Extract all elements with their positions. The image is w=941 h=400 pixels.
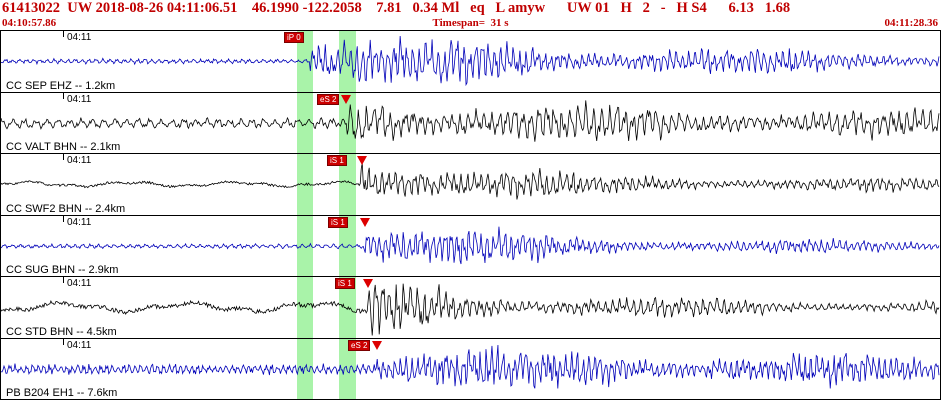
station-label: CC STD BHN -- 4.5km	[6, 325, 117, 338]
trace-area: 04:11 CC SEP EHZ -- 1.2km iP 0 04:11 CC VALT…	[0, 30, 941, 400]
pick-flag[interactable]: iS 1	[327, 155, 347, 166]
pick-flag[interactable]: iS 1	[328, 216, 348, 228]
pick-flag[interactable]: eS 2	[317, 93, 340, 105]
seismogram-waveform[interactable]	[1, 154, 940, 215]
seismogram-waveform[interactable]	[1, 339, 940, 400]
time-label: 04:11	[67, 216, 92, 228]
trace-panel: 04:11 CC STD BHN -- 4.5km iS 1	[1, 277, 940, 339]
timespan-label: Timespan= 31 s	[432, 17, 509, 29]
station-label: PB B204 EH1 -- 7.6km	[6, 387, 118, 399]
station-label: CC SEP EHZ -- 1.2km	[6, 79, 116, 92]
time-label: 04:11	[67, 93, 92, 105]
time-label: 04:11	[67, 278, 92, 289]
minute-tick	[63, 338, 64, 345]
pick-marker-icon[interactable]	[360, 217, 370, 227]
pick-flag[interactable]: eS 2	[348, 339, 371, 351]
minute-tick	[63, 277, 64, 283]
station-label: CC VALT BHN -- 2.1km	[6, 141, 121, 153]
time-label: 04:11	[67, 155, 92, 166]
time-label: 04:11	[67, 32, 92, 43]
window-start-time: 04:10:57.86	[2, 17, 57, 29]
minute-tick	[63, 154, 64, 160]
event-summary-line: 61413022 UW 2018-08-26 04:11:06.51 46.19…	[2, 0, 791, 16]
trace-panel: 04:11 CC SEP EHZ -- 1.2km iP 0	[1, 31, 940, 93]
trace-panel: 04:11 CC SWF2 BHN -- 2.4km iS 1	[1, 154, 940, 216]
seismogram-waveform[interactable]	[1, 216, 940, 277]
trace-panel: 04:11 PB B204 EH1 -- 7.6km eS 2	[1, 338, 940, 400]
pick-marker-icon[interactable]	[357, 156, 367, 165]
trace-panel: 04:11 CC SUG BHN -- 2.9km iS 1	[1, 215, 940, 277]
seismogram-waveform[interactable]	[1, 93, 940, 154]
pick-marker-icon[interactable]	[341, 94, 351, 104]
time-label: 04:11	[67, 339, 92, 351]
window-end-time: 04:11:28.36	[884, 17, 938, 29]
minute-tick	[63, 92, 64, 99]
minute-tick	[63, 31, 64, 37]
pick-marker-icon[interactable]	[372, 340, 382, 350]
station-label: CC SUG BHN -- 2.9km	[6, 264, 119, 276]
pick-marker-icon[interactable]	[363, 279, 373, 288]
seismogram-waveform[interactable]	[1, 277, 940, 338]
trace-panel: 04:11 CC VALT BHN -- 2.1km eS 2	[1, 92, 940, 154]
minute-tick	[63, 215, 64, 222]
pick-flag[interactable]: iP 0	[284, 32, 304, 43]
seismogram-waveform[interactable]	[1, 31, 940, 92]
pick-flag[interactable]: iS 1	[335, 278, 355, 289]
station-label: CC SWF2 BHN -- 2.4km	[6, 202, 126, 215]
